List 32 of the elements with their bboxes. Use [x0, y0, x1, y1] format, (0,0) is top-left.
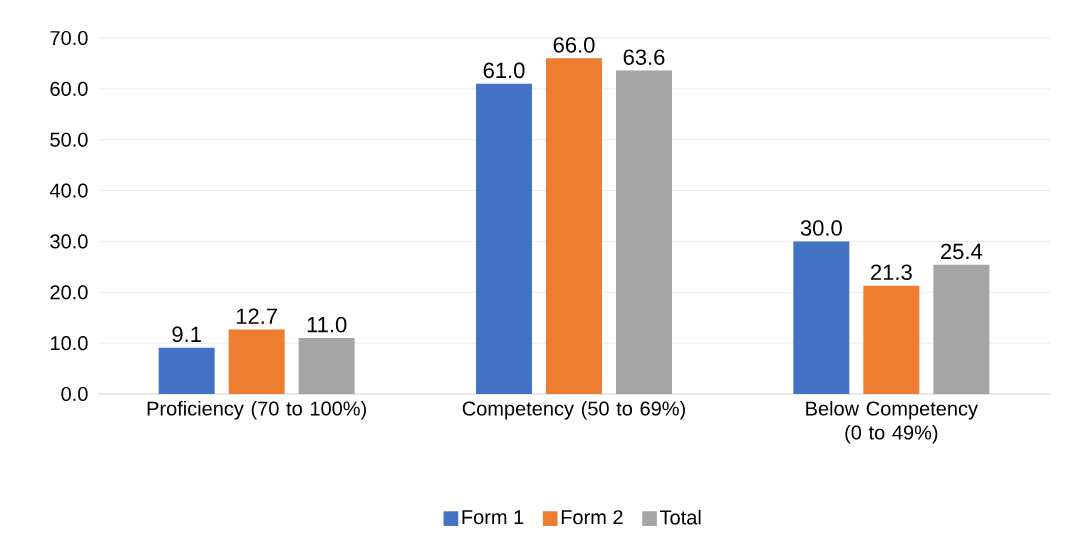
bar	[616, 70, 673, 394]
legend-label: Total	[659, 509, 701, 525]
data-label: 63.6	[623, 49, 665, 65]
x-tick-label: Proficiency (70 to 100%)	[147, 400, 366, 420]
legend-label: Form 2	[561, 510, 623, 525]
data-label: 66.0	[553, 37, 595, 53]
bar	[298, 338, 355, 394]
data-label: 9.1	[172, 326, 201, 343]
y-tick-label: 10.0	[51, 336, 88, 351]
bar	[863, 285, 920, 394]
y-tick-label: 60.0	[50, 81, 88, 96]
bar	[158, 347, 215, 394]
x-tick-label: Competency (50 to 69%)	[462, 400, 685, 420]
y-tick-label: 70.0	[50, 30, 88, 46]
bar	[933, 264, 990, 394]
data-label: 25.4	[941, 243, 983, 260]
data-label: 11.0	[307, 316, 347, 333]
bar	[793, 241, 850, 394]
y-tick-label: 0.0	[61, 386, 88, 402]
y-tick-label: 50.0	[50, 132, 88, 147]
bar	[546, 58, 603, 394]
bar	[476, 83, 533, 394]
x-tick-label: Below Competency (0 to 49%)	[806, 400, 978, 444]
bar	[228, 329, 285, 394]
data-label: 61.0	[483, 62, 525, 79]
legend-label: Form 1	[462, 510, 524, 525]
data-label: 21.3	[871, 264, 912, 281]
data-label: 12.7	[236, 308, 277, 324]
data-label: 30.0	[800, 220, 842, 236]
y-tick-label: 20.0	[50, 285, 88, 300]
y-tick-label: 30.0	[50, 234, 88, 249]
y-tick-label: 40.0	[49, 183, 88, 198]
